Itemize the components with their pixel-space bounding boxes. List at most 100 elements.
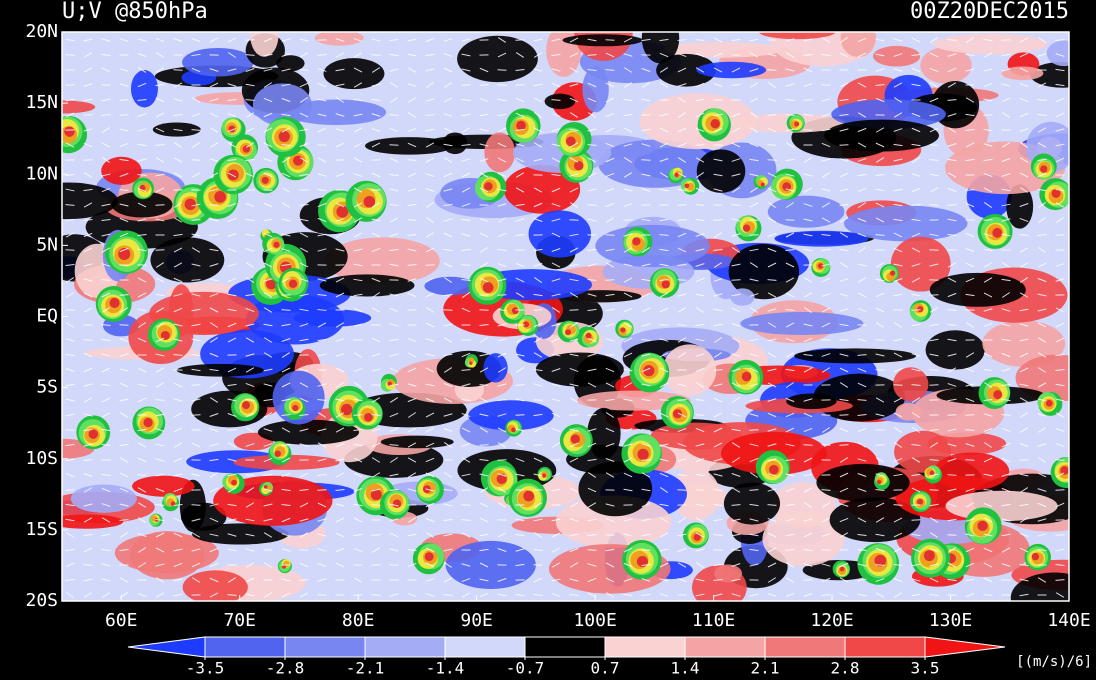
wind-arrow — [911, 277, 921, 283]
wind-arrow — [443, 248, 453, 252]
wind-arrow — [785, 309, 795, 311]
wind-arrow — [137, 592, 147, 598]
anomaly-blob — [130, 531, 205, 580]
wind-arrow — [623, 203, 633, 207]
wind-arrow — [299, 143, 309, 147]
wind-arrow — [695, 532, 705, 538]
x-tick-label: 60E — [105, 610, 138, 631]
wind-arrow — [965, 68, 975, 72]
wind-arrow — [101, 383, 111, 387]
anomaly-blob — [829, 497, 921, 543]
wind-arrow — [569, 594, 579, 596]
wind-arrow — [803, 54, 813, 56]
wind-arrow — [443, 594, 453, 596]
wind-arrow — [227, 442, 237, 448]
wind-arrow — [83, 592, 93, 598]
wind-arrow — [1001, 547, 1011, 553]
wind-arrow — [1001, 352, 1011, 358]
wind-arrow — [569, 67, 579, 73]
wind-arrow — [83, 533, 93, 537]
wind-arrow — [1019, 157, 1029, 163]
wind-arrow — [1055, 68, 1065, 72]
wind-arrow — [857, 292, 867, 298]
wind-arrow — [965, 562, 975, 568]
anomaly-blob — [945, 490, 1058, 522]
wind-arrow — [623, 37, 633, 43]
colorbar-end — [924, 636, 1006, 658]
wind-arrow — [965, 277, 975, 283]
wind-arrow — [425, 53, 435, 57]
wind-arrow — [695, 562, 705, 568]
wind-arrow — [119, 353, 129, 357]
wind-arrow — [641, 533, 651, 537]
colorbar-box — [204, 636, 286, 658]
rain-cell — [565, 136, 576, 147]
wind-arrow — [155, 458, 165, 462]
wind-arrow — [587, 458, 597, 462]
colorbar-box — [684, 636, 766, 658]
wind-arrow — [731, 218, 741, 222]
wind-arrow — [1037, 518, 1047, 522]
rain-cell — [160, 330, 170, 340]
wind-arrow — [317, 294, 327, 296]
wind-arrow — [839, 487, 849, 493]
wind-arrow — [713, 83, 723, 87]
wind-arrow — [101, 263, 111, 267]
wind-arrow — [587, 112, 597, 118]
wind-arrow — [263, 37, 273, 43]
wind-arrow — [371, 142, 381, 148]
wind-arrow — [335, 472, 345, 478]
wind-arrow — [479, 232, 489, 238]
wind-arrow — [731, 83, 741, 87]
wind-arrow — [1055, 534, 1065, 536]
wind-arrow — [749, 307, 759, 313]
wind-arrow — [227, 277, 237, 283]
wind-arrow — [281, 503, 291, 507]
wind-arrow — [587, 414, 597, 416]
wind-arrow — [155, 67, 165, 73]
wind-arrow — [911, 487, 921, 493]
wind-arrow — [173, 293, 183, 297]
wind-arrow — [1001, 533, 1011, 537]
wind-arrow — [749, 82, 759, 88]
wind-arrow — [281, 564, 291, 566]
wind-arrow — [893, 38, 903, 42]
wind-arrow — [191, 172, 201, 178]
wind-arrow — [659, 292, 669, 298]
wind-arrow — [407, 397, 417, 403]
wind-arrow — [929, 233, 939, 237]
wind-arrow — [947, 262, 957, 268]
wind-arrow — [101, 338, 111, 342]
wind-arrow — [911, 353, 921, 357]
wind-arrow — [947, 323, 957, 327]
wind-arrow — [317, 189, 327, 191]
wind-arrow — [65, 354, 75, 356]
wind-arrow — [785, 292, 795, 298]
wind-arrow — [317, 383, 327, 387]
anomaly-blob — [762, 511, 845, 567]
wind-arrow — [551, 82, 561, 88]
rain-cell — [214, 191, 227, 203]
wind-arrow — [209, 158, 219, 162]
rain-cell — [64, 126, 75, 137]
wind-arrow — [515, 143, 525, 147]
wind-arrow — [353, 82, 363, 88]
wind-arrow — [497, 352, 507, 358]
anomaly-blob — [132, 475, 195, 497]
wind-arrow — [101, 353, 111, 357]
wind-arrow — [281, 202, 291, 208]
wind-arrow — [371, 504, 381, 506]
wind-arrow — [1019, 563, 1029, 567]
wind-arrow — [551, 488, 561, 492]
wind-arrow — [767, 98, 777, 102]
wind-arrow — [641, 594, 651, 596]
y-tick-label: 5S — [36, 377, 58, 398]
wind-arrow — [101, 578, 111, 582]
wind-arrow — [875, 53, 885, 57]
wind-arrow — [1019, 427, 1029, 433]
wind-arrow — [839, 217, 849, 223]
wind-arrow — [515, 262, 525, 268]
wind-arrow — [443, 188, 453, 192]
wind-arrow — [1055, 459, 1065, 461]
wind-arrow — [947, 578, 957, 582]
